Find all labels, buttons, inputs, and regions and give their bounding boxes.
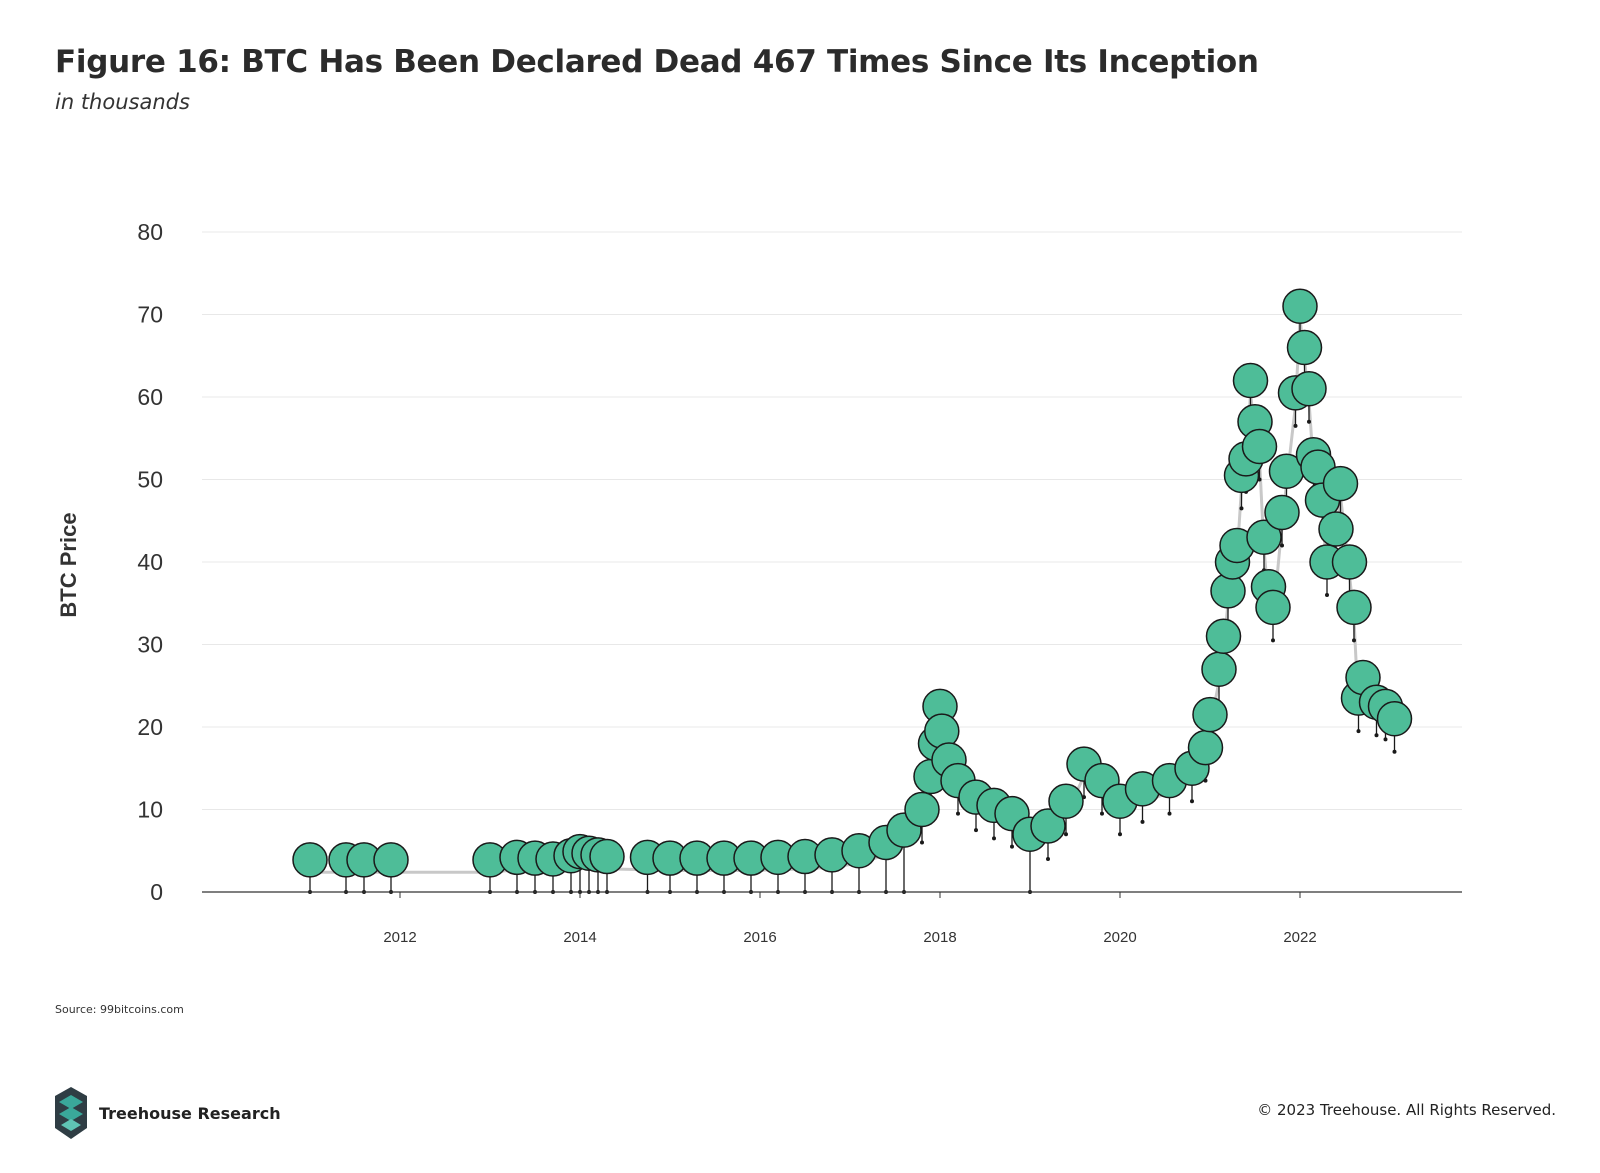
y-tick-label: 60 — [137, 384, 163, 410]
x-tick-label: 2016 — [743, 929, 776, 946]
death-marker-stem-dot — [1383, 737, 1388, 742]
death-declaration-marker[interactable] — [292, 842, 328, 878]
page-subtitle: in thousands — [55, 90, 190, 114]
treehouse-logo-icon — [55, 1087, 87, 1139]
death-marker-stem-dot — [1064, 832, 1068, 837]
y-tick-label: 70 — [137, 302, 163, 328]
death-marker-stem-dot — [1100, 811, 1104, 816]
death-marker-stem-dot — [1325, 593, 1329, 597]
death-marker-stem-dot — [1010, 844, 1014, 849]
death-declaration-marker[interactable] — [1187, 729, 1224, 766]
brand-name: Treehouse Research — [99, 1103, 281, 1123]
death-declaration-marker[interactable] — [1322, 465, 1359, 502]
death-declaration-marker[interactable] — [589, 838, 625, 875]
death-declaration-marker[interactable] — [1192, 696, 1228, 733]
death-declaration-marker[interactable] — [1201, 651, 1237, 687]
death-marker-stem-dot — [956, 811, 960, 816]
death-declaration-marker[interactable] — [1241, 428, 1278, 465]
y-tick-label: 0 — [150, 879, 163, 905]
death-marker-stem-dot — [974, 828, 978, 833]
death-declaration-marker[interactable] — [1048, 783, 1084, 819]
brand-block[interactable]: Treehouse Research — [55, 1087, 281, 1139]
death-marker-stem-dot — [1118, 832, 1122, 837]
death-marker-stem-dot — [1374, 733, 1379, 738]
y-tick-label: 80 — [137, 219, 163, 245]
death-declaration-marker[interactable] — [1291, 371, 1327, 407]
death-declaration-marker[interactable] — [904, 791, 940, 828]
y-tick-label: 10 — [137, 797, 163, 823]
y-axis-label: BTC Price — [56, 512, 81, 617]
death-marker-stem-dot — [992, 836, 996, 841]
death-marker-stem-dot — [1140, 819, 1145, 824]
death-declaration-marker[interactable] — [1205, 618, 1242, 654]
death-declaration-marker[interactable] — [373, 842, 409, 878]
death-marker-stem-dot — [1307, 419, 1311, 424]
bubble-layer — [292, 288, 1413, 878]
death-declaration-marker[interactable] — [1282, 288, 1318, 324]
x-tick-label: 2022 — [1283, 929, 1316, 946]
death-marker-stem-dot — [1352, 638, 1356, 643]
death-declaration-marker[interactable] — [1331, 544, 1368, 580]
death-declaration-marker[interactable] — [1336, 589, 1372, 626]
x-tick-label: 2020 — [1103, 929, 1136, 946]
death-marker-stem-dot — [1280, 543, 1284, 548]
page-title: Figure 16: BTC Has Been Declared Dead 46… — [55, 44, 1259, 80]
y-tick-label: 40 — [137, 549, 163, 575]
source-note: Source: 99bitcoins.com — [55, 1003, 184, 1016]
death-marker-stem-dot — [1356, 729, 1361, 734]
death-marker-stem-dot — [1046, 857, 1050, 861]
y-tick-label: 30 — [137, 632, 163, 658]
death-declaration-marker[interactable] — [1264, 494, 1300, 531]
death-declaration-marker[interactable] — [1255, 589, 1291, 626]
death-declaration-marker[interactable] — [1232, 362, 1269, 399]
death-marker-stem-dot — [1392, 749, 1397, 754]
y-tick-label: 20 — [137, 714, 163, 740]
grid-lines — [202, 231, 1462, 810]
axes: 0 10 20 30 40 50 60 70 80 2012 2014 2016 2018 2020 202… — [137, 219, 1462, 946]
x-tick-label: 2014 — [563, 929, 596, 946]
death-marker-stem-dot — [1239, 506, 1244, 511]
death-marker-stem-dot — [920, 840, 924, 845]
death-declaration-marker[interactable] — [1376, 701, 1413, 737]
y-tick-label: 50 — [137, 467, 163, 493]
x-tick-label: 2018 — [923, 929, 956, 946]
x-tick-label: 2012 — [383, 929, 416, 946]
death-marker-stem-dot — [1190, 799, 1194, 804]
copyright-notice: © 2023 Treehouse. All Rights Reserved. — [1257, 1101, 1556, 1119]
death-declaration-marker[interactable] — [1318, 511, 1354, 547]
death-marker-stem-dot — [1293, 423, 1298, 428]
death-declaration-marker[interactable] — [1030, 808, 1066, 844]
death-declaration-marker[interactable] — [1246, 519, 1282, 555]
death-marker-stem-dot — [1271, 638, 1275, 643]
death-declaration-marker[interactable] — [1286, 329, 1323, 366]
death-marker-stem-dot — [1167, 811, 1172, 816]
